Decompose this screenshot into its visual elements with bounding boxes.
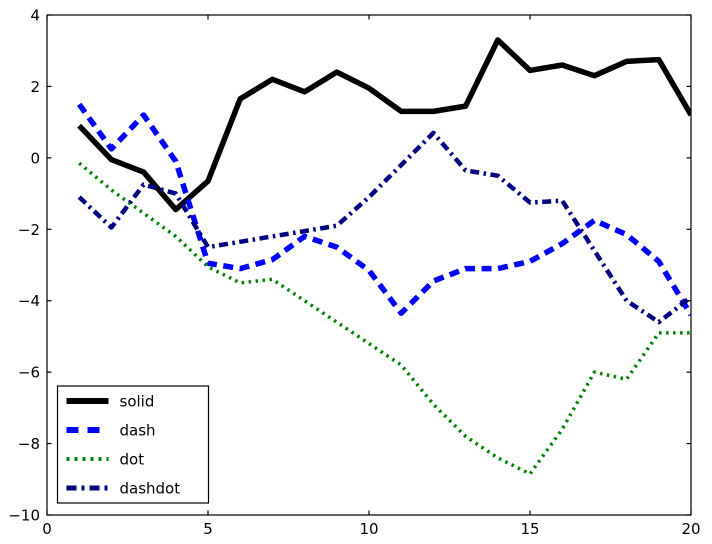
legend-label-solid: solid bbox=[120, 393, 155, 411]
series-line-dash bbox=[76, 102, 691, 317]
series-line-dashdot bbox=[77, 130, 691, 325]
x-tick-label: 0 bbox=[42, 520, 52, 538]
y-tick-label: 2 bbox=[30, 78, 40, 96]
legend-label-dashdot: dashdot bbox=[120, 480, 181, 498]
x-tick-label: 5 bbox=[203, 520, 213, 538]
y-tick-label: 4 bbox=[30, 7, 40, 25]
y-tick-label: −8 bbox=[18, 435, 40, 453]
y-tick-label: 0 bbox=[30, 149, 40, 167]
y-tick-label: −10 bbox=[8, 507, 40, 525]
plot-lines bbox=[76, 37, 691, 476]
y-tick-label: −6 bbox=[18, 364, 40, 382]
legend-frame bbox=[56, 385, 210, 504]
axis-ticks bbox=[46, 14, 692, 516]
legend-label-dash: dash bbox=[120, 422, 156, 440]
x-tick-label: 20 bbox=[681, 520, 700, 538]
series-line-solid bbox=[77, 37, 691, 213]
x-tick-label: 10 bbox=[359, 520, 378, 538]
y-tick-label: −2 bbox=[18, 221, 40, 239]
legend-label-dot: dot bbox=[120, 451, 145, 469]
x-tick-label: 15 bbox=[520, 520, 539, 538]
y-tick-label: −4 bbox=[18, 292, 40, 310]
